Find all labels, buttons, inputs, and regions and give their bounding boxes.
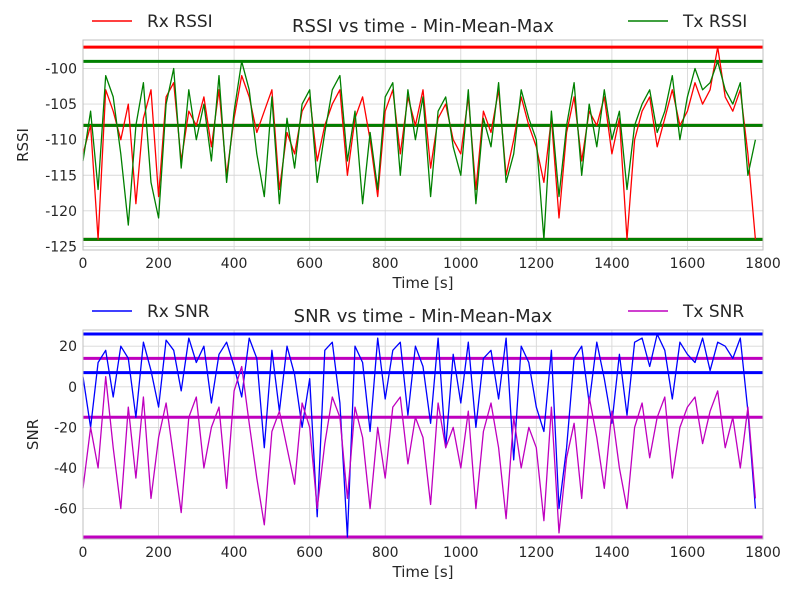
snr-y-axis-label: SNR [24,419,42,450]
snr-chart: 0 200 400 600 800 1000 1200 1400 1600 1800-60-40-… [24,302,781,581]
snr-x-tick-label: 1200 [519,545,555,561]
rssi-x-axis-label: Time [s] [392,274,454,292]
snr-series-tx-line [82,365,757,534]
snr-chart-title: SNR vs time - Min-Mean-Max [294,306,553,327]
snr-x-axis-label: Time [s] [392,563,454,581]
rssi-y-tick-label: -125 [45,239,77,255]
snr-x-tick-label: 0 [79,545,88,561]
snr-y-tick-label: -60 [54,502,77,518]
rssi-x-tick-label: 1000 [443,256,479,272]
snr-y-tick-label: 0 [68,380,77,396]
rssi-x-tick-label: 1400 [594,256,630,272]
snr-x-tick-label: 1000 [443,545,479,561]
rssi-x-tick-label: 600 [296,256,323,272]
rssi-x-tick-label: 1200 [519,256,555,272]
snr-x-tick-label: 400 [221,545,248,561]
snr-legend-item-tx: Tx SNR [628,302,744,322]
snr-legend-label: Rx SNR [147,302,210,322]
rssi-x-tick-label: 400 [221,256,248,272]
snr-legend-item-rx: Rx SNR [92,302,210,322]
rssi-series-tx-line [82,60,757,240]
rssi-y-axis-label: RSSI [14,128,32,162]
snr-y-tick-label: 20 [59,339,77,355]
rssi-x-tick-label: 200 [145,256,172,272]
rssi-legend-item-rx: Rx RSSI [92,12,213,32]
snr-series-rx-line [82,333,757,538]
rssi-y-tick-label: -120 [45,204,77,220]
rssi-legend-label: Rx RSSI [147,12,213,32]
rssi-chart: 0 200 400 600 800 1000 1200 1400 1600 1800 -125 -12… [14,12,781,292]
rssi-plot-frame [82,39,764,251]
snr-x-tick-label: 1400 [594,545,630,561]
rssi-legend-item-tx: Tx RSSI [628,12,747,32]
snr-x-tick-label: 600 [296,545,323,561]
rssi-x-tick-label: 1800 [745,256,781,272]
snr-plot-frame [82,329,764,540]
snr-y-tick-label: -20 [54,420,77,436]
rssi-y-tick-label: -100 [45,61,77,77]
snr-x-tick-label: 1600 [670,545,706,561]
snr-x-tick-label: 800 [372,545,399,561]
snr-y-tick-label: -40 [54,461,77,477]
rssi-y-tick-label: -115 [45,168,77,184]
snr-x-tick-label: 200 [145,545,172,561]
rssi-chart-title: RSSI vs time - Min-Mean-Max [292,16,554,37]
snr-x-tick-label: 1800 [745,545,781,561]
snr-legend-label: Tx SNR [682,302,744,322]
rssi-x-tick-label: 0 [79,256,88,272]
rssi-legend-label: Tx RSSI [682,12,747,32]
rssi-series-rx-line [82,46,757,240]
rssi-y-tick-label: -105 [45,97,77,113]
rssi-y-tick-label: -110 [45,133,77,149]
rssi-x-tick-label: 1600 [670,256,706,272]
rssi-x-tick-label: 800 [372,256,399,272]
